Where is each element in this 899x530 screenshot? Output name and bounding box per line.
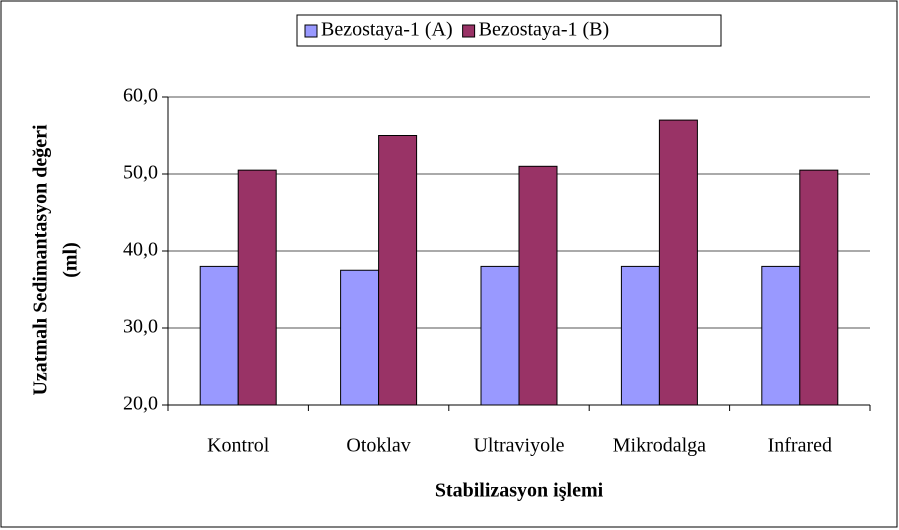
bar [658, 119, 698, 406]
bar [799, 169, 839, 406]
y-tick-label: 40,0 [123, 239, 158, 261]
legend-label: Bezostaya-1 (A) [321, 19, 453, 41]
y-tick-label: 30,0 [123, 316, 158, 338]
legend-label: Bezostaya-1 (B) [479, 19, 610, 41]
bar [199, 265, 239, 406]
x-tick-label: Ultraviyole [473, 435, 564, 457]
x-tick-label: Kontrol [207, 435, 270, 457]
y-tick-label: 20,0 [123, 393, 158, 415]
y-tick-label: 50,0 [123, 162, 158, 184]
bar [237, 169, 277, 406]
legend-box [296, 14, 722, 47]
y-tick-label: 60,0 [123, 85, 158, 107]
bar [378, 135, 418, 406]
x-axis-label: Stabilizasyon işlemi [435, 480, 604, 502]
x-tick-label: Infrared [768, 435, 832, 457]
x-tick-label: Otoklav [346, 435, 410, 457]
y-axis-label: Uzatmalı Sedimantasyon değeri [30, 124, 52, 396]
bar [518, 165, 558, 406]
bar [620, 265, 660, 406]
bar [480, 265, 520, 406]
bar [761, 265, 801, 406]
y-axis-label: (ml) [60, 242, 82, 278]
legend-swatch [462, 24, 476, 38]
bar [340, 269, 380, 406]
legend-swatch [304, 24, 318, 38]
x-tick-label: Mikrodalga [613, 435, 706, 457]
